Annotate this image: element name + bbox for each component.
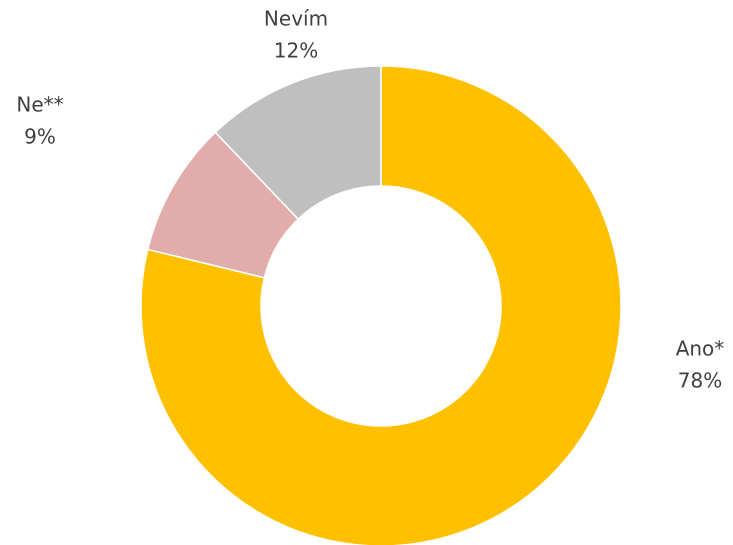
donut-slice [214, 65, 382, 221]
slice-category-label: Ano* [676, 337, 725, 361]
slice-category-label: Nevím [264, 7, 328, 31]
donut-slice [140, 65, 622, 545]
slice-value-label: 9% [24, 125, 56, 149]
slice-category-label: Ne** [16, 93, 63, 117]
slice-value-label: 78% [678, 369, 722, 393]
slice-value-label: 12% [274, 39, 318, 63]
